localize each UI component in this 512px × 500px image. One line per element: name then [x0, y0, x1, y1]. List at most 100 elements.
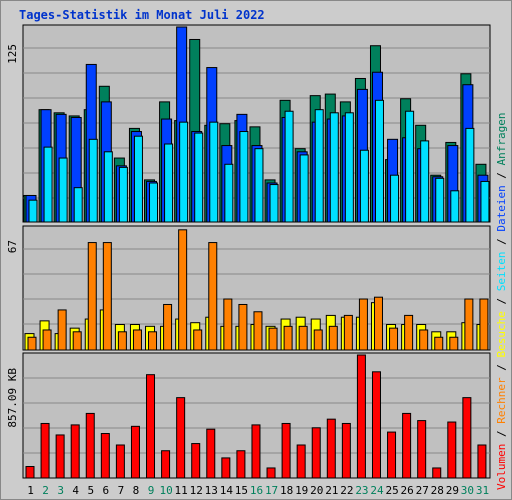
bar-seiten-day-13 [209, 121, 219, 223]
day-label-29: 29 [446, 484, 459, 497]
bar-volumen-day-26 [402, 412, 412, 479]
chart-panel-2: 67 [6, 225, 491, 351]
day-label-18: 18 [280, 484, 293, 497]
bar-rechner-day-9 [148, 331, 158, 351]
day-label-19: 19 [295, 484, 308, 497]
bar-seiten-day-2 [43, 146, 53, 223]
bar-seiten-day-11 [179, 121, 189, 223]
bar-volumen-day-7 [115, 444, 125, 479]
day-label-5: 5 [87, 484, 94, 497]
bar-seiten-day-24 [374, 99, 384, 223]
bar-seiten-day-10 [164, 143, 174, 223]
bar-volumen-day-19 [296, 444, 306, 479]
bar-volumen-day-22 [341, 422, 351, 479]
bar-seiten-day-8 [133, 135, 143, 223]
legend-sep-4: / [495, 232, 508, 252]
bar-volumen-day-24 [371, 371, 381, 479]
bar-rechner-day-21 [328, 325, 338, 351]
bar-rechner-day-13 [208, 242, 218, 351]
day-label-25: 25 [385, 484, 398, 497]
bar-rechner-day-17 [268, 327, 278, 351]
day-label-13: 13 [205, 484, 218, 497]
bar-volumen-day-29 [447, 421, 457, 479]
bar-rechner-day-4 [72, 331, 82, 351]
bar-volumen-day-10 [161, 450, 171, 479]
bar-seiten-day-19 [299, 154, 309, 223]
bar-seiten-day-17 [269, 184, 279, 223]
day-label-27: 27 [416, 484, 429, 497]
legend-sep-2: / [495, 358, 508, 378]
bar-rechner-day-2 [42, 329, 52, 351]
legend-sep-3: / [495, 291, 508, 311]
bar-volumen-day-13 [206, 428, 216, 479]
bar-volumen-day-27 [417, 420, 427, 479]
bar-volumen-day-2 [40, 422, 50, 479]
bar-rechner-day-24 [373, 296, 383, 351]
bar-seiten-day-29 [450, 190, 460, 223]
bar-seiten-day-30 [465, 127, 475, 223]
bar-rechner-day-1 [27, 336, 37, 351]
chart-panel-1: 125 [6, 24, 491, 223]
bar-volumen-day-28 [432, 467, 442, 479]
day-label-11: 11 [175, 484, 188, 497]
bar-seiten-day-27 [420, 140, 430, 223]
bar-seiten-day-21 [329, 112, 339, 223]
bar-seiten-day-18 [284, 110, 294, 223]
bar-seiten-day-3 [58, 157, 68, 223]
legend-rechner: Rechner [495, 377, 508, 424]
bar-seiten-day-22 [344, 112, 354, 223]
legend-anfragen: Anfragen [495, 112, 508, 165]
day-label-30: 30 [461, 484, 474, 497]
bar-rechner-day-22 [343, 314, 353, 351]
day-label-7: 7 [118, 484, 125, 497]
chart-panel-3: 857.09 KB [6, 352, 491, 479]
bar-seiten-day-15 [239, 131, 249, 223]
day-label-4: 4 [72, 484, 79, 497]
bar-seiten-day-7 [118, 166, 128, 223]
bar-volumen-day-21 [326, 418, 336, 479]
day-label-6: 6 [103, 484, 110, 497]
bar-seiten-day-5 [88, 138, 98, 223]
day-label-12: 12 [190, 484, 203, 497]
day-label-16: 16 [250, 484, 263, 497]
day-label-21: 21 [325, 484, 338, 497]
panel-max-label-1: 125 [6, 44, 19, 64]
day-labels: 1 2 3 4 5 6 7 8 9 10 11 12 13 14 15 16 17 18 19 20 21 22 23 24 2… [27, 484, 489, 497]
legend-dateien: Dateien [495, 185, 508, 231]
day-label-23: 23 [355, 484, 368, 497]
bar-seiten-day-16 [254, 148, 264, 223]
bar-rechner-day-31 [479, 298, 489, 351]
bar-rechner-day-3 [57, 309, 67, 351]
day-label-10: 10 [159, 484, 172, 497]
bar-rechner-day-8 [132, 329, 142, 351]
bar-seiten-day-9 [149, 182, 159, 223]
bar-seiten-day-6 [103, 151, 113, 223]
bar-volumen-day-16 [251, 424, 261, 479]
bar-rechner-day-6 [102, 242, 112, 351]
bar-seiten-day-28 [435, 177, 445, 223]
day-label-26: 26 [401, 484, 414, 497]
bar-rechner-day-14 [223, 298, 233, 351]
bar-rechner-day-10 [163, 303, 173, 351]
bar-volumen-day-17 [266, 467, 276, 479]
bar-seiten-day-25 [390, 174, 400, 223]
chart-title: Tages-Statistik im Monat Juli 2022 [19, 8, 265, 22]
legend-sep-5: / [495, 165, 508, 185]
day-label-17: 17 [265, 484, 278, 497]
bar-volumen-day-14 [221, 457, 231, 479]
bar-seiten-day-20 [314, 109, 324, 223]
day-label-22: 22 [340, 484, 353, 497]
bar-volumen-day-6 [100, 433, 110, 479]
chart-panels: 125 67 857.09 KB [6, 24, 491, 479]
bar-seiten-day-4 [73, 187, 83, 223]
bar-volumen-day-5 [85, 412, 95, 479]
day-label-24: 24 [370, 484, 384, 497]
day-label-1: 1 [27, 484, 34, 497]
bar-rechner-day-7 [117, 331, 127, 351]
bar-seiten-day-26 [405, 110, 415, 223]
bar-rechner-day-30 [464, 298, 474, 351]
bar-rechner-day-25 [389, 327, 399, 351]
day-label-14: 14 [220, 484, 234, 497]
bar-volumen-day-15 [236, 450, 246, 479]
day-label-8: 8 [133, 484, 140, 497]
